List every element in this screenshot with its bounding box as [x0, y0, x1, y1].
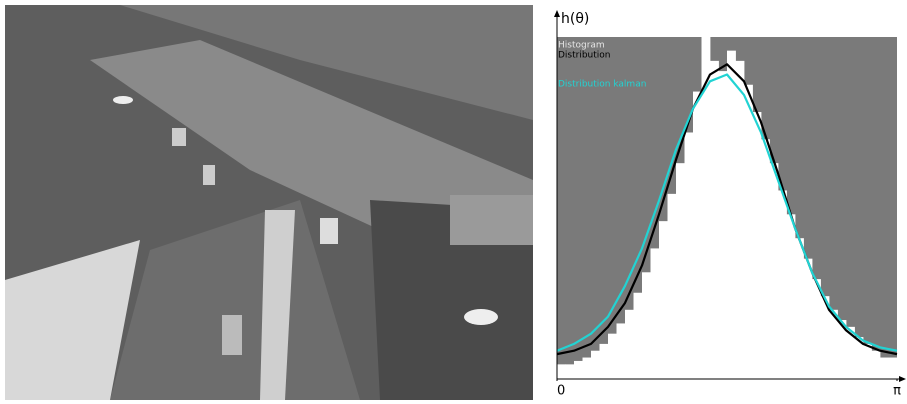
histogram-bar — [710, 61, 719, 378]
histogram-bar — [634, 293, 643, 378]
legend-entry: Distribution — [558, 51, 611, 61]
histogram-bar — [676, 163, 685, 378]
y-axis-label: h(θ) — [561, 11, 589, 27]
histogram-bar — [625, 310, 634, 378]
histogram-bar — [761, 139, 770, 378]
histogram-bar — [778, 190, 787, 378]
figure: HistogramDistribution Distribution kalman… — [0, 0, 907, 400]
histogram-bar — [795, 238, 804, 378]
histogram-bar — [667, 194, 676, 378]
histogram-bar — [591, 351, 600, 378]
histogram-bar — [574, 361, 583, 378]
traffic-photo — [5, 5, 533, 400]
histogram-bar — [812, 279, 821, 378]
histogram-bar — [693, 92, 702, 378]
histogram-bar — [685, 132, 694, 378]
histogram-bar — [752, 112, 761, 378]
legend-entry: Histogram — [558, 41, 605, 51]
histogram-bar — [770, 163, 779, 378]
histogram-bar — [650, 248, 659, 378]
histogram-bar — [727, 51, 736, 378]
y-axis-arrow — [554, 10, 560, 17]
histogram-bar — [863, 344, 872, 378]
histogram-bar — [735, 61, 744, 378]
x-tick-label: π — [893, 384, 901, 399]
histogram-bar — [608, 334, 617, 378]
histogram-bar — [659, 221, 668, 378]
histogram-bar — [787, 214, 796, 378]
histogram-bar — [804, 259, 813, 378]
histogram-bar — [880, 358, 889, 378]
histogram-bar — [719, 71, 728, 378]
legend-entry: Distribution kalman — [558, 80, 646, 90]
histogram-bar — [565, 364, 574, 378]
histogram-bar — [889, 358, 898, 378]
histogram-bar — [744, 85, 753, 378]
histogram-bar — [557, 364, 566, 378]
histogram-bar — [872, 351, 881, 378]
x-tick-label: 0 — [557, 384, 565, 399]
x-axis-arrow — [899, 376, 906, 382]
histogram-bar — [617, 323, 626, 378]
histogram-bar — [582, 358, 591, 378]
histogram-bar — [642, 272, 651, 378]
histogram-bar — [600, 344, 609, 378]
